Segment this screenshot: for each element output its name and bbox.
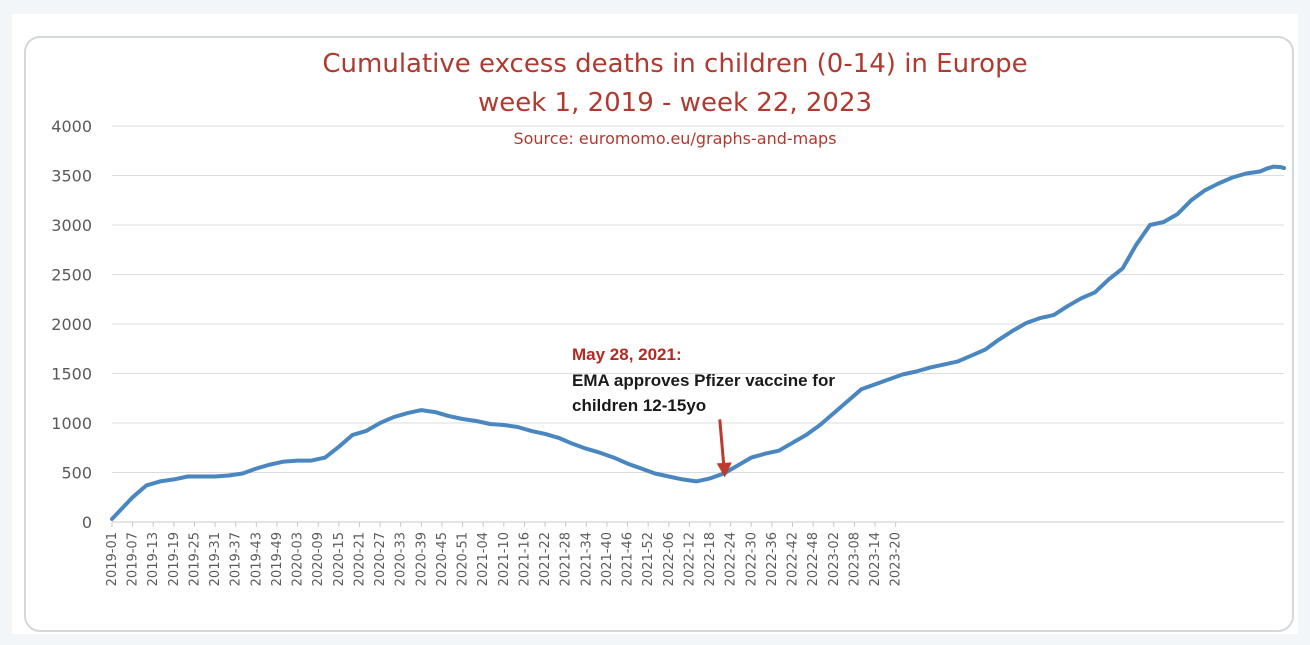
x-tick-label: 2022-06 <box>662 532 677 586</box>
x-tick-label: 2019-13 <box>146 532 161 586</box>
y-tick-label: 3000 <box>51 216 92 235</box>
x-tick-label: 2021-40 <box>600 532 615 586</box>
x-tick-label: 2022-48 <box>806 532 821 586</box>
y-axis: 0 500 1000 1500 2000 2500 3000 3500 4000 <box>51 117 92 532</box>
chart-title: Cumulative excess deaths in children (0-… <box>322 49 1027 79</box>
x-tick-label: 2020-21 <box>352 532 367 586</box>
x-tick-label: 2019-01 <box>105 532 120 586</box>
x-tick-label: 2021-04 <box>476 532 491 586</box>
x-tick-label: 2019-19 <box>167 532 182 586</box>
gridlines <box>112 125 1284 523</box>
chart-panel <box>24 36 1294 632</box>
x-tick-label: 2023-08 <box>847 532 862 586</box>
y-tick-label: 2000 <box>51 315 92 334</box>
annotation-line-2: children 12-15yo <box>572 396 706 415</box>
y-tick-label: 0 <box>82 513 92 532</box>
x-tick-label: 2019-07 <box>126 532 141 586</box>
x-tick-label: 2020-09 <box>311 532 326 586</box>
x-tick-label: 2021-34 <box>579 532 594 586</box>
x-tick-label: 2019-37 <box>229 532 244 586</box>
x-tick-label: 2021-16 <box>517 532 532 586</box>
x-tick-label: 2023-02 <box>827 532 842 586</box>
x-tick-label: 2020-33 <box>394 532 409 586</box>
x-tick-label: 2021-52 <box>641 532 656 586</box>
x-tick-label: 2023-14 <box>868 532 883 586</box>
x-tick-label: 2022-24 <box>724 532 739 586</box>
annotation: May 28, 2021: EMA approves Pfizer vaccin… <box>572 345 835 478</box>
y-tick-label: 3500 <box>51 167 92 186</box>
x-tick-label: 2023-20 <box>889 532 904 586</box>
annotation-date: May 28, 2021: <box>572 345 682 364</box>
x-tick-label: 2022-12 <box>682 532 697 586</box>
x-tick-label: 2020-39 <box>414 532 429 586</box>
x-tick-label: 2021-10 <box>497 532 512 586</box>
y-tick-label: 4000 <box>51 117 92 136</box>
x-tick-label: 2019-43 <box>249 532 264 586</box>
annotation-line-1: EMA approves Pfizer vaccine for <box>572 371 835 390</box>
x-tick-label: 2020-51 <box>456 532 471 586</box>
chart-source: Source: euromomo.eu/graphs-and-maps <box>513 129 836 148</box>
x-tick-label: 2019-25 <box>187 532 202 586</box>
x-tick-label: 2020-03 <box>291 532 306 586</box>
x-tick-label: 2022-42 <box>786 532 801 586</box>
x-tick-label: 2021-22 <box>538 532 553 586</box>
x-tick-label: 2020-45 <box>435 532 450 586</box>
y-tick-label: 2500 <box>51 266 92 285</box>
x-tick-label: 2022-36 <box>765 532 780 586</box>
x-tick-label: 2019-31 <box>208 532 223 586</box>
annotation-arrow <box>718 419 726 466</box>
x-tick-label: 2019-49 <box>270 532 285 586</box>
series-layer <box>110 164 1286 521</box>
y-tick-label: 1000 <box>51 414 92 433</box>
chart-subtitle: week 1, 2019 - week 22, 2023 <box>478 88 872 118</box>
x-axis: 2019-01 2019-07 2019-13 2019-19 2019-25 2019-… <box>105 522 904 586</box>
x-tick-label: 2021-28 <box>559 532 574 586</box>
annotation-arrowhead <box>716 462 732 478</box>
x-tick-label: 2022-30 <box>744 532 759 586</box>
y-tick-label: 500 <box>61 464 92 483</box>
x-tick-label: 2020-15 <box>332 532 347 586</box>
x-tick-label: 2022-18 <box>703 532 718 586</box>
x-tick-label: 2021-46 <box>621 532 636 586</box>
y-tick-label: 1500 <box>51 365 92 384</box>
series-line-1 <box>110 164 1286 521</box>
x-tick-label: 2020-27 <box>373 532 388 586</box>
